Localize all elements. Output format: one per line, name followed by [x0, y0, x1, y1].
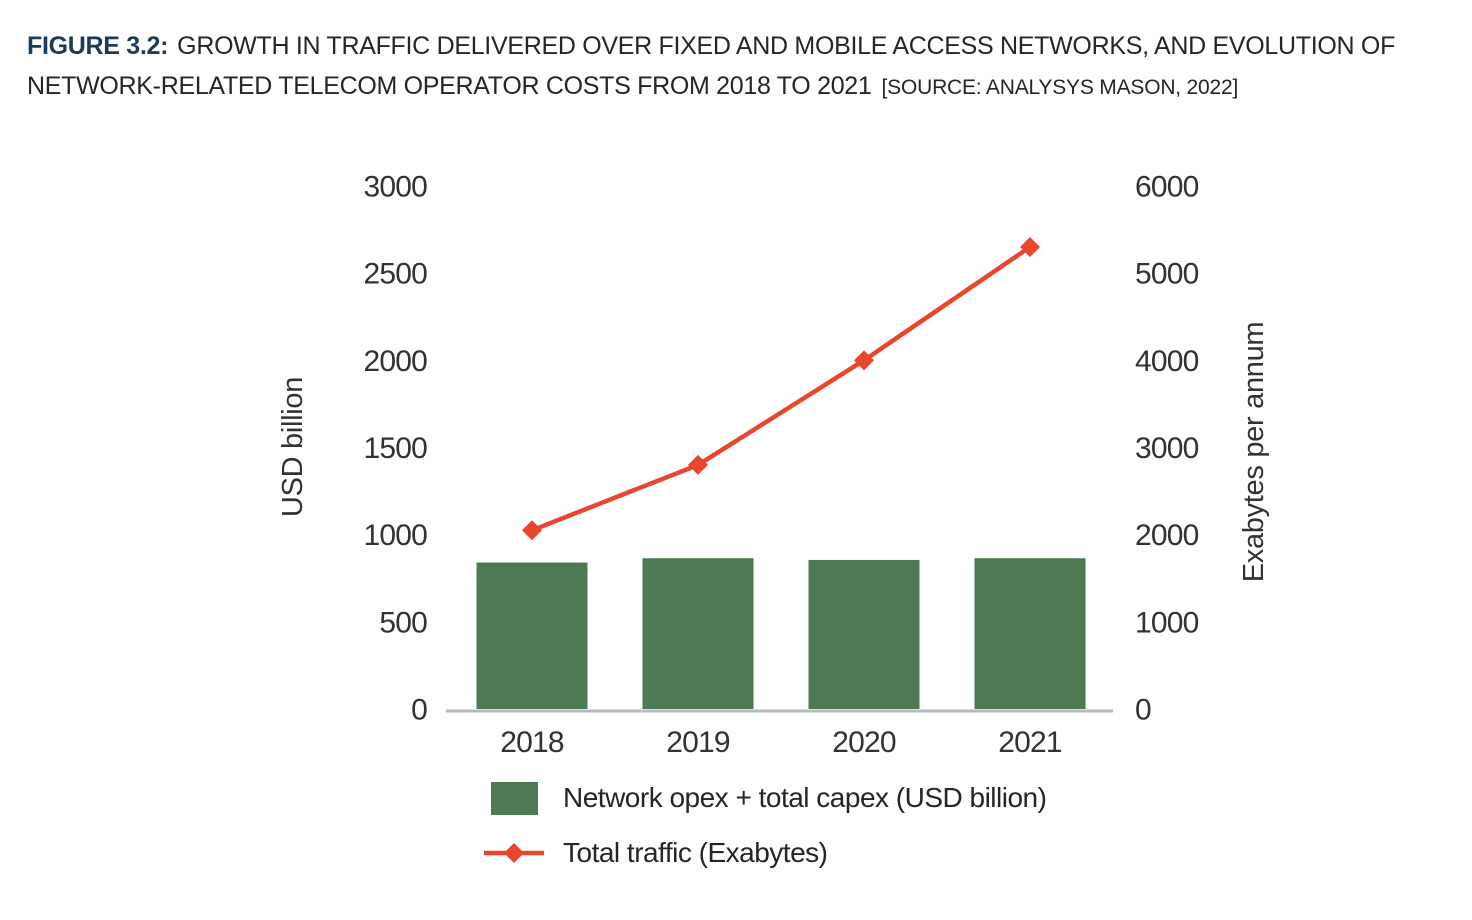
- bar-2021: [974, 558, 1086, 709]
- left-axis-tick-0: 0: [411, 694, 427, 727]
- left-axis-tick-500: 500: [379, 606, 427, 639]
- line-marker-2020: [854, 350, 874, 371]
- right-axis-tick-2000: 2000: [1135, 519, 1199, 552]
- traffic-line: [529, 244, 1033, 533]
- figure-source: [SOURCE: ANALYSYS MASON, 2022]: [881, 76, 1239, 99]
- line-marker-2021: [1020, 237, 1040, 258]
- bar-2018: [476, 562, 588, 709]
- x-tick-2018: 2018: [500, 726, 564, 759]
- right-axis-tick-0: 0: [1135, 694, 1151, 727]
- figure-title: GROWTH IN TRAFFIC DELIVERED OVER FIXED A…: [27, 32, 1396, 100]
- x-tick-2021: 2021: [998, 726, 1062, 759]
- left-axis-title: USD billion: [277, 377, 309, 517]
- left-axis-tick-1000: 1000: [363, 519, 427, 552]
- legend-label-line: Total traffic (Exabytes): [563, 837, 828, 868]
- right-axis-tick-3000: 3000: [1135, 432, 1199, 465]
- figure-caption: FIGURE 3.2: GROWTH IN TRAFFIC DELIVERED O…: [27, 26, 1437, 108]
- figure-label: FIGURE 3.2:: [27, 32, 169, 60]
- right-axis-tick-4000: 4000: [1135, 345, 1199, 378]
- left-axis-tick-3000: 3000: [363, 171, 427, 204]
- right-axis-title: Exabytes per annum: [1238, 322, 1270, 583]
- right-axis-tick-6000: 6000: [1135, 171, 1199, 204]
- x-tick-2020: 2020: [832, 726, 896, 759]
- legend-item-line: Total traffic (Exabytes): [483, 833, 1046, 873]
- right-axis-tick-1000: 1000: [1135, 606, 1199, 639]
- bar-swatch-icon: [490, 781, 538, 815]
- left-axis-tick-2000: 2000: [363, 345, 427, 378]
- x-tick-2019: 2019: [666, 726, 730, 759]
- left-axis-tick-2500: 2500: [363, 258, 427, 291]
- legend-label-bars: Network opex + total capex (USD billion): [563, 782, 1047, 813]
- left-axis-tick-1500: 1500: [363, 432, 427, 465]
- right-axis-tick-5000: 5000: [1135, 258, 1199, 291]
- legend-item-bars: Network opex + total capex (USD billion): [483, 778, 1047, 818]
- line-marker-2018: [522, 520, 542, 541]
- bar-2019: [642, 558, 754, 709]
- chart-legend: Network opex + total capex (USD billion)…: [483, 778, 1047, 873]
- line-marker-2019: [688, 454, 708, 475]
- line-swatch-icon: [483, 842, 545, 864]
- bar-2020: [808, 559, 920, 709]
